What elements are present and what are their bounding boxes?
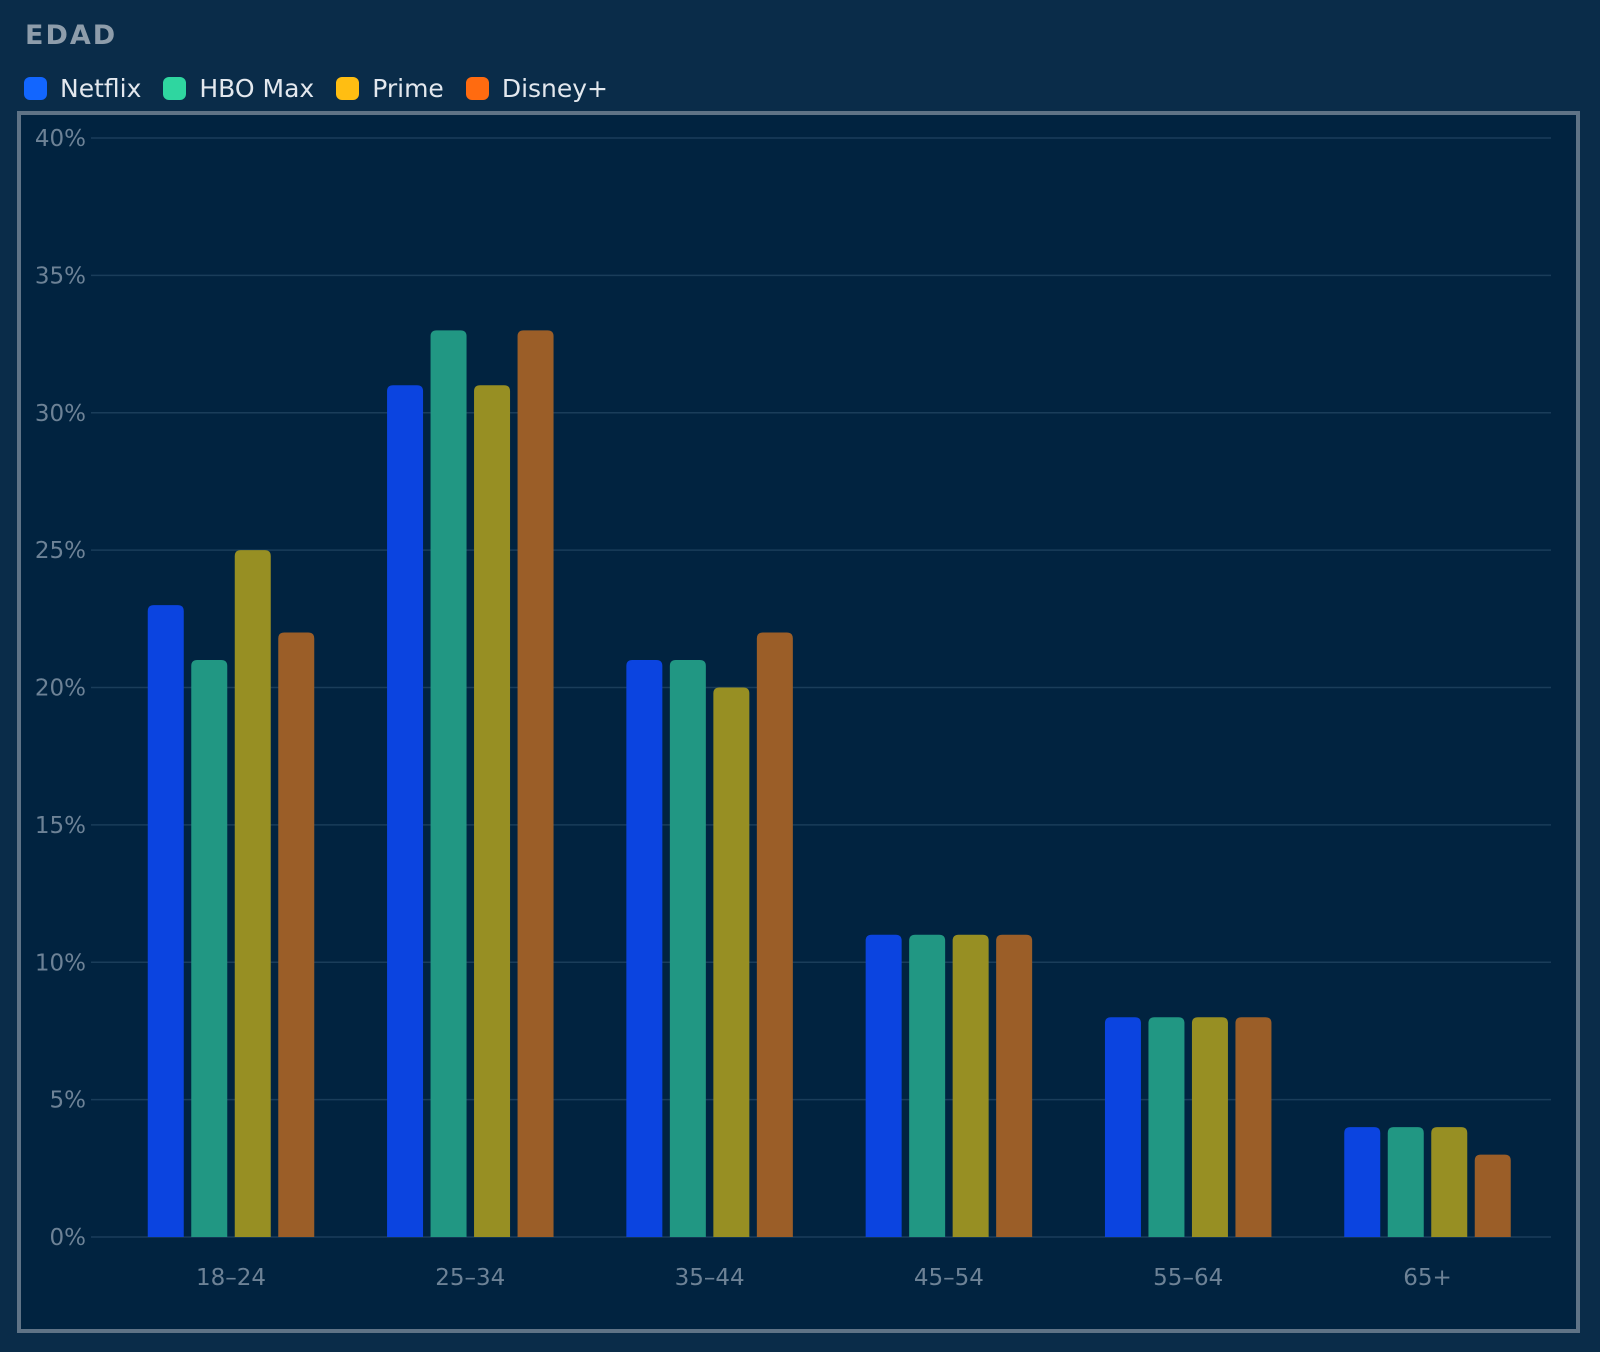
legend-label: Netflix [60,74,142,103]
x-tick-label: 45–54 [914,1265,984,1291]
bar-disney--1 [517,330,554,1237]
bar-netflix-1 [387,385,424,1237]
legend-label: HBO Max [199,74,315,103]
y-tick-label: 15% [35,813,86,839]
bar-hbo-max-1 [430,330,467,1237]
y-tick-label: 25% [35,538,86,564]
y-tick-label: 0% [50,1225,87,1251]
bar-hbo-max-5 [1387,1127,1424,1237]
x-tick-label: 55–64 [1153,1265,1223,1291]
legend-item: Prime [336,74,444,103]
bar-netflix-4 [1104,1017,1141,1237]
bar-prime-5 [1431,1127,1468,1237]
bar-chart: 0% 5% 10% 15% 20% 25% 30% 35% 40% 18–24 25–34 35–44… [35,126,1551,1291]
legend-item: HBO Max [163,74,314,103]
bar-disney--3 [996,934,1033,1237]
legend-swatch [163,77,187,100]
chart-title: EDAD [25,20,118,51]
legend-item: Netflix [24,74,141,103]
x-tick-label: 35–44 [675,1265,745,1291]
y-tick-label: 35% [35,263,86,289]
y-tick-label: 5% [50,1088,87,1114]
bar-disney--2 [756,632,793,1237]
legend-item: Disney+ [465,74,609,103]
x-tick-label: 25–34 [435,1265,505,1291]
legend-label: Prime [372,74,444,103]
y-tick-label: 40% [35,126,86,152]
y-tick-label: 30% [35,401,86,427]
bar-prime-4 [1191,1017,1228,1237]
bar-hbo-max-3 [909,934,946,1237]
bar-netflix-0 [147,605,184,1237]
y-tick-label: 10% [35,950,86,976]
bar-hbo-max-2 [669,660,706,1237]
x-tick-label: 65+ [1403,1265,1452,1291]
bar-prime-3 [952,934,989,1237]
chart-legend: Netflix HBO Max Prime Disney+ [24,74,630,103]
y-tick-label: 20% [35,676,86,702]
legend-swatch [465,77,489,100]
bar-netflix-5 [1344,1127,1381,1237]
bar-hbo-max-0 [191,660,228,1237]
bar-disney--5 [1474,1154,1511,1237]
bar-prime-1 [474,385,511,1237]
bar-hbo-max-4 [1148,1017,1185,1237]
bar-prime-2 [713,687,750,1237]
legend-swatch [336,77,360,100]
bar-disney--0 [278,632,315,1237]
bar-disney--4 [1235,1017,1272,1237]
bar-prime-0 [234,550,271,1237]
legend-label: Disney+ [501,74,609,103]
chart-panel: 0% 5% 10% 15% 20% 25% 30% 35% 40% 18–24 25–34 35–44… [17,111,1580,1333]
x-tick-label: 18–24 [196,1265,266,1291]
legend-swatch [24,77,47,100]
bar-netflix-2 [626,660,663,1237]
bar-netflix-3 [865,934,902,1237]
